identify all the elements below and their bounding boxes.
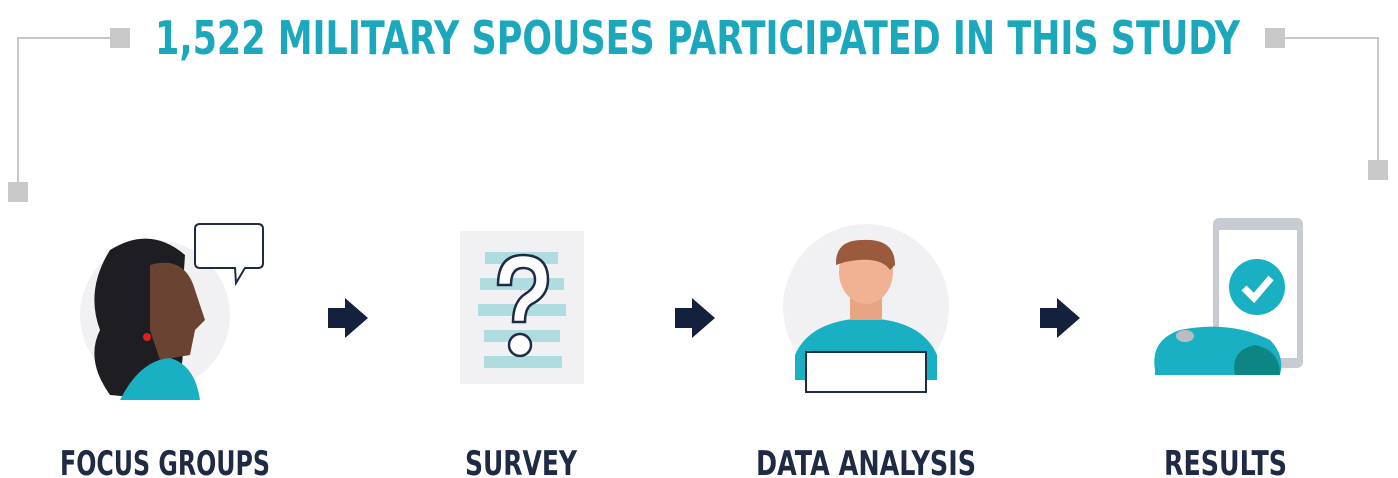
square [110, 28, 130, 48]
title: 1,522 MILITARY SPOUSES PARTICIPATED IN T… [155, 11, 1241, 65]
square [1368, 160, 1388, 180]
survey-icon [460, 231, 584, 384]
bracket-right [1285, 37, 1379, 162]
square [8, 182, 28, 202]
step-label: DATA ANALYSIS [756, 444, 976, 478]
arrows [328, 298, 1080, 338]
arrow [1040, 298, 1080, 338]
square [1265, 28, 1285, 48]
bracket-squares [8, 28, 1388, 202]
data-analysis-icon [783, 224, 949, 393]
bracket-left [17, 37, 110, 182]
arrow [328, 298, 368, 338]
step-label: RESULTS [1164, 444, 1287, 478]
results-icon [1154, 218, 1303, 375]
bracket [17, 37, 1379, 182]
step-label: SURVEY [465, 444, 577, 478]
arrow [675, 298, 715, 338]
focus-groups-icon [80, 223, 264, 400]
step-label: FOCUS GROUPS [60, 444, 270, 478]
